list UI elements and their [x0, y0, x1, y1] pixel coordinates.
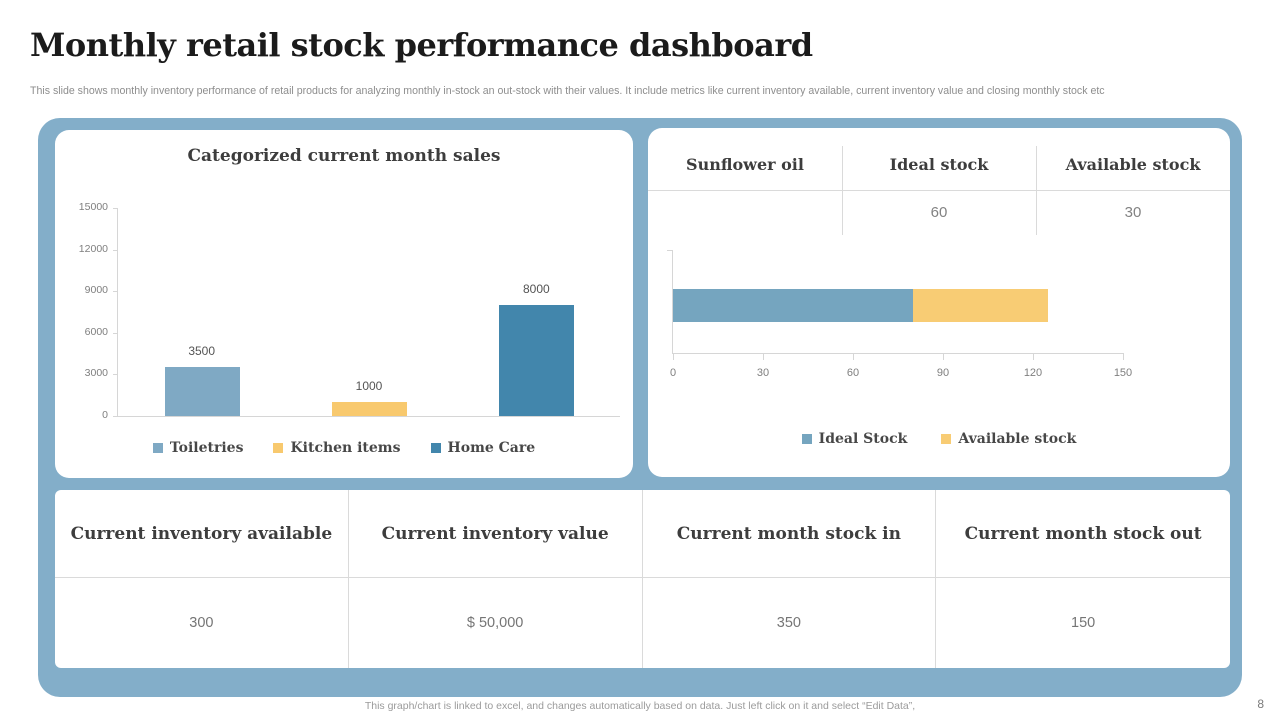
legend-label: Home Care [447, 440, 536, 456]
x-axis-tick [943, 353, 944, 360]
legend-swatch [430, 443, 441, 453]
bar-value-label: 1000 [355, 379, 383, 394]
stock-table-header-product: Sunflower oil [686, 154, 804, 174]
bar-value-label: 3500 [188, 344, 216, 359]
bar-slot: 1000 [285, 208, 452, 416]
page-title: Monthly retail stock performance dashboa… [30, 26, 813, 64]
y-axis-tick-label: 12000 [78, 242, 108, 255]
legend-label: Toiletries [169, 440, 244, 456]
x-axis-tick-label: 60 [846, 367, 860, 379]
stock-table-value-available: 30 [1124, 204, 1142, 221]
bar-kitchen-items [331, 402, 407, 416]
legend-item: Available stock [941, 431, 1076, 447]
y-axis-tick [113, 416, 118, 417]
legend-item: Home Care [430, 440, 536, 456]
y-axis-tick-label: 0 [102, 409, 108, 421]
dashboard-frame: Categorized current month sales 0 3000 600… [38, 118, 1242, 697]
stock-mini-table: Sunflower oil Ideal stock Available stoc… [648, 128, 1230, 235]
x-axis-tick [853, 353, 854, 360]
sales-chart-panel[interactable]: Categorized current month sales 0 3000 600… [55, 130, 633, 478]
x-axis-tick [763, 353, 764, 360]
y-axis-tick-label: 15000 [78, 201, 108, 213]
summary-table-panel[interactable]: Current inventory available Current inve… [55, 490, 1230, 668]
x-axis-tick [1123, 353, 1124, 360]
x-axis-tick-label: 150 [1113, 367, 1133, 379]
legend-swatch [273, 443, 284, 453]
legend-swatch [941, 434, 952, 444]
legend-label: Available stock [958, 431, 1077, 447]
bar-segment-available-stock [913, 289, 1048, 322]
stock-chart-legend: Ideal Stock Available stock [648, 431, 1230, 447]
summary-header-inventory-available: Current inventory available [55, 490, 349, 578]
legend-label: Kitchen items [290, 440, 401, 456]
bar-home-care [499, 305, 575, 416]
y-axis-tick-label: 3000 [84, 367, 108, 380]
slide-subtitle: This slide shows monthly inventory perfo… [30, 85, 1105, 97]
y-axis-tick [113, 208, 118, 209]
summary-table: Current inventory available Current inve… [55, 490, 1230, 668]
y-axis-tick [113, 291, 118, 293]
stacked-bar [673, 289, 1048, 322]
legend-item: Ideal Stock [801, 431, 908, 447]
legend-label: Ideal Stock [818, 431, 908, 447]
bar-slot: 3500 [118, 208, 285, 416]
stock-table-value-product [648, 190, 842, 235]
stock-table-value-ideal: 60 [930, 204, 948, 221]
summary-value-inventory-value: $ 50,000 [349, 578, 643, 668]
sales-chart-legend: Toiletries Kitchen items Home Care [55, 440, 633, 456]
bar-toiletries [164, 367, 240, 416]
x-axis-tick [1033, 353, 1034, 360]
bar-value-label: 8000 [522, 282, 550, 297]
legend-item: Toiletries [152, 440, 244, 456]
stock-chart-panel[interactable]: Sunflower oil Ideal stock Available stoc… [648, 128, 1230, 477]
summary-header-inventory-value: Current inventory value [348, 490, 643, 578]
x-axis-tick-label: 30 [756, 367, 770, 379]
summary-value-stock-out: 150 [1071, 615, 1096, 631]
x-axis-tick-label: 120 [1023, 367, 1043, 379]
table-divider [648, 190, 1230, 191]
axis-tick [667, 250, 673, 251]
summary-value-stock-in: 350 [643, 578, 937, 668]
bar-slot: 8000 [453, 208, 620, 416]
stock-chart-plot: 0 30 60 90 120 150 [667, 250, 1132, 379]
y-axis-tick [113, 249, 118, 251]
x-axis-tick-label: 90 [936, 367, 950, 379]
legend-swatch [801, 434, 812, 444]
x-axis-tick-label: 0 [669, 367, 677, 379]
sales-chart-plot: 0 3000 6000 9000 12000 15000 3500 1000 8000 [79, 201, 620, 421]
y-axis-tick [113, 374, 118, 376]
y-axis-tick-label: 9000 [84, 284, 108, 297]
x-axis-tick [673, 353, 674, 360]
page-number: 8 [1257, 697, 1264, 711]
y-axis-tick [113, 332, 118, 334]
summary-value-inventory-available: 300 [55, 578, 349, 668]
footer-note: This graph/chart is linked to excel, and… [364, 700, 916, 712]
summary-header-stock-in: Current month stock in [642, 490, 937, 578]
legend-swatch [152, 443, 163, 453]
bar-segment-ideal-stock [673, 289, 913, 322]
y-axis-tick-label: 6000 [84, 325, 108, 338]
stock-table-header-available: Available stock [1065, 154, 1201, 174]
sales-chart-title: Categorized current month sales [187, 146, 501, 166]
legend-item: Kitchen items [273, 440, 401, 456]
stock-table-header-ideal: Ideal stock [889, 154, 989, 174]
summary-header-stock-out: Current month stock out [936, 490, 1230, 578]
